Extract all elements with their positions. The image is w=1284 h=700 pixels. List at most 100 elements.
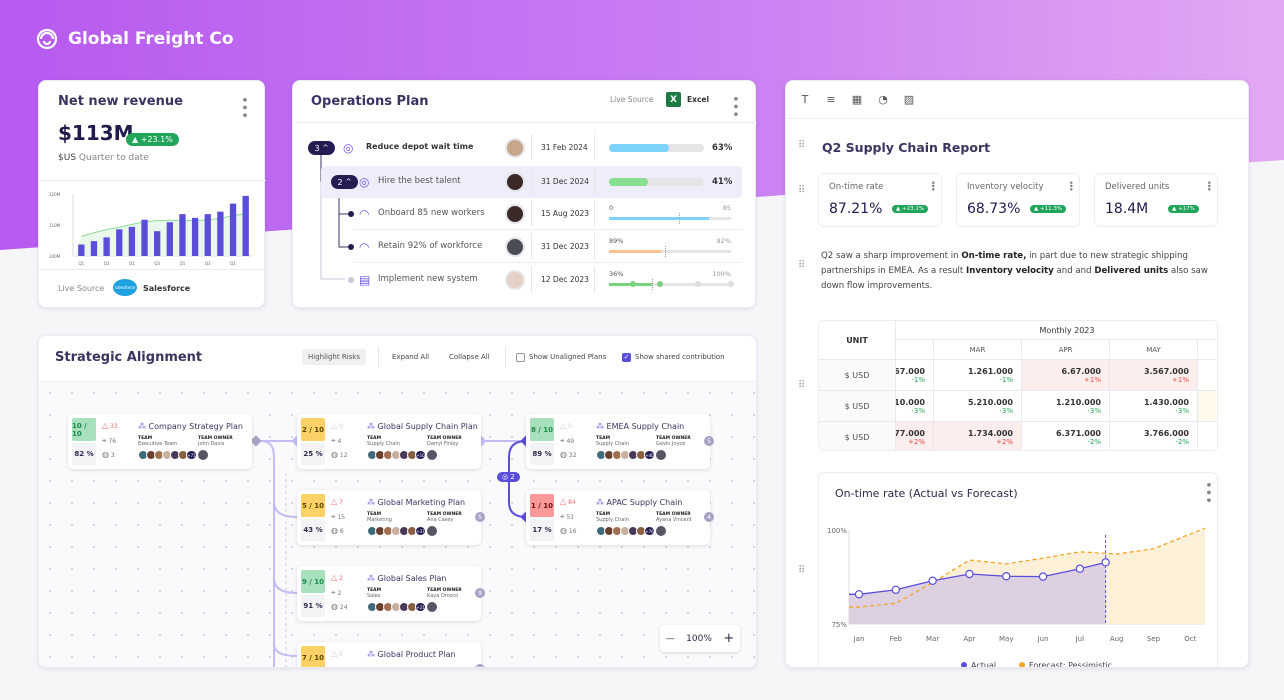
- kpi-indicator: ◍ 16: [560, 526, 577, 535]
- progress-fill: [609, 250, 662, 253]
- value-cell: [1197, 359, 1217, 391]
- plan-icon: ⁂: [596, 422, 604, 431]
- x-tick-label: Jul: [1075, 635, 1085, 643]
- chart-icon[interactable]: ◔: [878, 93, 888, 106]
- progress-track: [609, 178, 704, 186]
- plan-card[interactable]: 2 / 10 25 % △ 0 ⌖ 4 ◍ 12 ⁂ Global Supply Chai…: [297, 414, 481, 469]
- node-dot: [348, 277, 354, 283]
- plan-title: ⁂ EMEA Supply Chain: [596, 422, 684, 431]
- globe-icon: ◍: [560, 526, 567, 535]
- child-count-badge[interactable]: 5: [704, 436, 714, 446]
- child-count-badge[interactable]: 9: [475, 588, 485, 598]
- unit-header: UNIT: [819, 321, 896, 360]
- plan-card[interactable]: 9 / 10 91 % △ 2 ⌖ 2 ◍ 24 ⁂ Global Sales Plan T…: [297, 566, 485, 621]
- table-row: $ USD 67.000 -1% 1.261.000 -1% 6.67.000 +1% 3.5…: [819, 359, 1217, 391]
- plan-name: Global Supply Chain Plan: [377, 422, 478, 431]
- cell-value: 1.430.000: [1143, 397, 1189, 407]
- more-menu-icon[interactable]: •••: [1203, 180, 1213, 190]
- drag-handle[interactable]: ⠿: [798, 260, 805, 271]
- plan-card[interactable]: 10 / 10 82 % △ 33 ⌖ 76 ◍ 3 ⁂ Company Strategy…: [68, 414, 252, 469]
- owner-label: TEAM OWNER: [427, 512, 462, 517]
- kpi-label: Delivered units: [1105, 182, 1170, 192]
- cell-value: 3.766.000: [1143, 428, 1189, 438]
- drag-handle[interactable]: ⠿: [798, 565, 805, 576]
- team-name: Marketing: [367, 517, 392, 523]
- app-logo[interactable]: Global Freight Co: [36, 28, 234, 50]
- avatar: [505, 270, 525, 290]
- objective-indicator: ⌖ 76: [102, 436, 116, 446]
- risk-indicator: △ 7: [331, 497, 343, 506]
- plan-card[interactable]: 7 / 10△ 0⌖ ◍ ⁂ Global Product Plan10: [297, 642, 485, 667]
- plan-score: 9 / 10: [301, 570, 325, 593]
- drag-handle[interactable]: ⠿: [798, 185, 805, 196]
- badge-count: 3: [314, 143, 320, 153]
- bold-term: Delivered units: [1094, 266, 1169, 276]
- revenue-bar: [103, 237, 110, 256]
- more-menu-icon[interactable]: •••: [1200, 481, 1215, 505]
- y-tick-label: 110M: [49, 223, 61, 228]
- child-count-badge[interactable]: 5: [475, 512, 485, 522]
- unit-cell: $ USD: [819, 421, 896, 450]
- warning-icon: △: [331, 649, 338, 658]
- kpi-card[interactable]: On-time rate ••• 87.21% ▲ +23.1%: [818, 173, 942, 227]
- plan-card[interactable]: 8 / 10 89 % △ 0 ⌖ 49 ◍ 32 ⁂ EMEA Supply Chain…: [526, 414, 714, 469]
- expand-all-button[interactable]: Expand All: [392, 353, 430, 361]
- show-unaligned-checkbox[interactable]: [516, 353, 525, 362]
- cell-change: +1%: [1084, 375, 1101, 384]
- revenue-bar: [166, 222, 173, 256]
- alignment-canvas[interactable]: ◎ 2 10 / 10 82 % △ 33 ⌖ 76 ◍ 3 ⁂ Company Stra…: [39, 381, 756, 667]
- cell-value: 1.210.000: [1055, 397, 1101, 407]
- x-tick-label: Sep: [1147, 635, 1161, 643]
- ops-row[interactable]: [353, 198, 742, 230]
- plan-card[interactable]: 1 / 10 17 % △ 84 ⌖ 51 ◍ 16 ⁂ APAC Supply Chai…: [526, 490, 714, 545]
- bold-term: On-time rate,: [961, 251, 1027, 261]
- owner-label: TEAM OWNER: [656, 512, 691, 517]
- team-label: TEAM: [367, 512, 382, 517]
- team-avatars: +21: [367, 602, 426, 612]
- expand-badge[interactable]: 3 ^: [308, 141, 335, 155]
- paragraph-text: and and: [1053, 266, 1095, 276]
- paragraph-icon[interactable]: ≡: [826, 93, 836, 106]
- ops-item-name: Retain 92% of workforce: [378, 241, 483, 251]
- team-name: Supply Chain: [596, 441, 629, 447]
- report-paragraph[interactable]: Q2 saw a sharp improvement in On-time ra…: [821, 249, 1216, 294]
- expand-badge[interactable]: 2 ^: [331, 175, 358, 189]
- drag-handle[interactable]: ⠿: [798, 380, 805, 391]
- child-count-badge[interactable]: 10: [475, 664, 485, 667]
- report-card: T ≡ ▦ ◔ ▨ Q2 Supply Chain Report On-time rat…: [785, 80, 1249, 668]
- drag-handle[interactable]: ⠿: [798, 140, 805, 151]
- more-menu-icon[interactable]: •••: [1065, 180, 1075, 190]
- plan-progress: 91 %: [301, 595, 325, 617]
- plan-icon: ⁂: [596, 498, 604, 507]
- show-shared-checkbox[interactable]: ✓: [622, 353, 631, 362]
- image-icon[interactable]: ▨: [903, 93, 915, 106]
- x-tick-label: Aug: [1110, 635, 1124, 643]
- zoom-out-button[interactable]: —: [665, 633, 675, 644]
- shared-contribution-badge[interactable]: ◎ 2: [497, 472, 520, 482]
- zoom-in-button[interactable]: +: [723, 631, 735, 646]
- child-count-badge[interactable]: 4: [704, 512, 714, 522]
- more-menu-icon[interactable]: •••: [236, 96, 251, 120]
- ops-row[interactable]: [353, 231, 742, 263]
- kpi-card[interactable]: Inventory velocity ••• 68.73% ▲ +11.3%: [956, 173, 1080, 227]
- team-avatars: +76: [596, 526, 655, 536]
- owner-name: Ayana Vincent: [656, 517, 692, 523]
- kpi-card[interactable]: Delivered units ••• 18.4M ▲ +17%: [1094, 173, 1218, 227]
- plan-score: 5 / 10: [301, 494, 325, 517]
- table-icon[interactable]: ▦: [851, 93, 863, 106]
- objective-indicator: ⌖ 51: [560, 512, 574, 522]
- risk-count: 33: [110, 423, 118, 430]
- objective-count: 2: [337, 590, 342, 597]
- gauge-icon: ◠: [359, 207, 370, 221]
- highlight-risks-button[interactable]: Highlight Risks: [302, 349, 366, 365]
- plan-card[interactable]: 5 / 10 43 % △ 7 ⌖ 15 ◍ 6 ⁂ Global Marketing P…: [297, 490, 485, 545]
- more-menu-icon[interactable]: •••: [927, 180, 937, 190]
- more-menu-icon[interactable]: •••: [727, 95, 742, 119]
- cell-change: +1%: [1172, 375, 1189, 384]
- plan-score: 10 / 10: [72, 418, 96, 441]
- actual-point: [1002, 572, 1011, 581]
- plan-progress: 17 %: [530, 519, 554, 541]
- collapse-all-button[interactable]: Collapse All: [449, 353, 490, 361]
- risk-indicator: △ 0: [331, 649, 343, 658]
- text-icon[interactable]: T: [801, 93, 809, 106]
